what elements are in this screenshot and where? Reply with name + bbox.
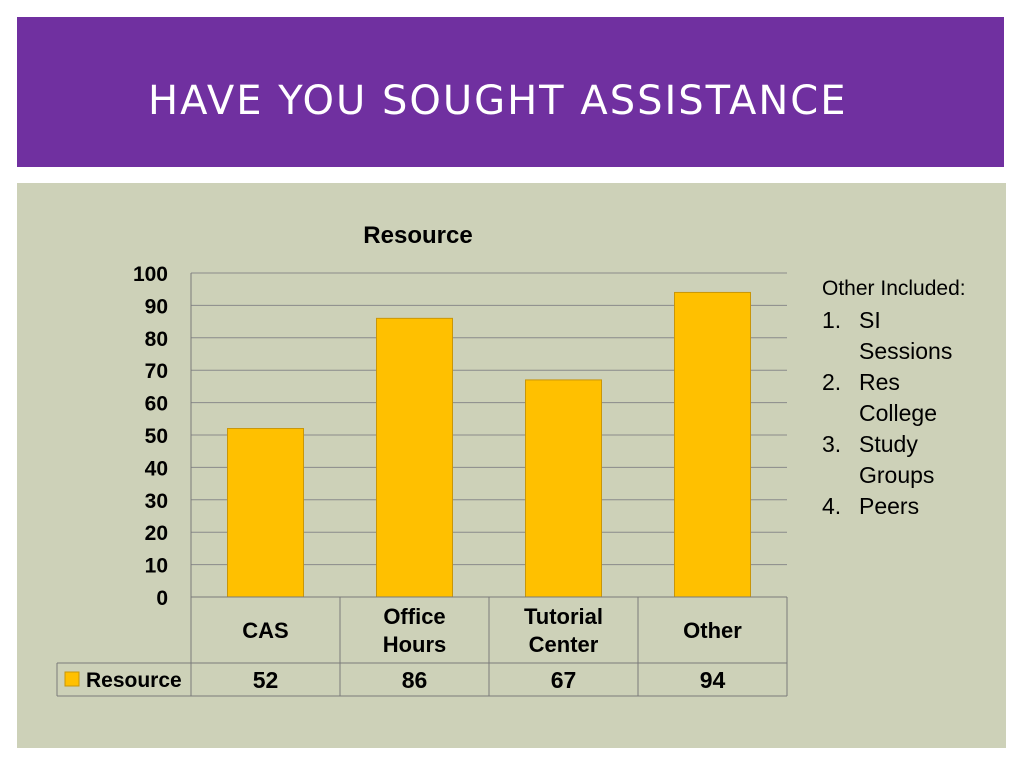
y-tick-label: 100 [133,263,168,286]
side-note-item-text: Study Groups [859,431,935,488]
category-label: Other [683,618,742,643]
y-tick-label: 90 [145,295,168,318]
bar [376,317,453,598]
side-note: Other Included: 1. SI Sessions 2. Res Co… [822,275,1002,522]
category-label: Hours [383,632,447,657]
side-note-item-text: Res College [859,369,937,426]
data-table-value: 52 [253,667,279,693]
category-label: Office [383,604,445,629]
bar [674,291,751,598]
y-tick-label: 10 [145,555,168,578]
data-table-value: 94 [700,667,726,693]
content-area [17,183,1006,748]
y-tick-label: 70 [145,360,168,383]
title-bar [17,17,1004,167]
side-note-item: 1. SI Sessions [822,305,1002,367]
side-note-item-number: 2. [822,369,842,395]
category-label: Tutorial [524,604,603,629]
y-tick-label: 40 [145,457,168,480]
side-note-item: 2. Res College [822,367,1002,429]
slide-title: HAVE YOU SOUGHT ASSISTANCE [148,78,848,124]
y-tick-label: 60 [145,393,168,416]
legend-key [64,671,80,687]
category-label: Center [529,632,599,657]
category-label: CAS [242,618,288,643]
side-note-item-text: Peers [859,493,920,519]
legend-label: Resource [86,669,182,692]
side-note-item: 3. Study Groups [822,429,1002,491]
side-note-item-text: SI Sessions [859,307,953,364]
side-note-list: 1. SI Sessions 2. Res College 3. Study G… [822,305,1002,522]
y-tick-label: 80 [145,328,168,351]
side-note-item-number: 1. [822,307,842,333]
data-table-value: 86 [402,667,428,693]
side-note-item-number: 3. [822,431,842,457]
y-tick-label: 20 [145,522,168,545]
side-note-item-number: 4. [822,493,842,519]
y-tick-label: 30 [145,490,168,513]
y-tick-label: 50 [145,425,168,448]
data-table-value: 67 [551,667,577,693]
side-note-heading: Other Included: [822,277,966,300]
chart-title: Resource [363,222,472,249]
side-note-item: 4. Peers [822,491,1002,522]
bar [525,379,602,598]
y-tick-label: 0 [156,587,168,610]
bar [227,428,304,598]
